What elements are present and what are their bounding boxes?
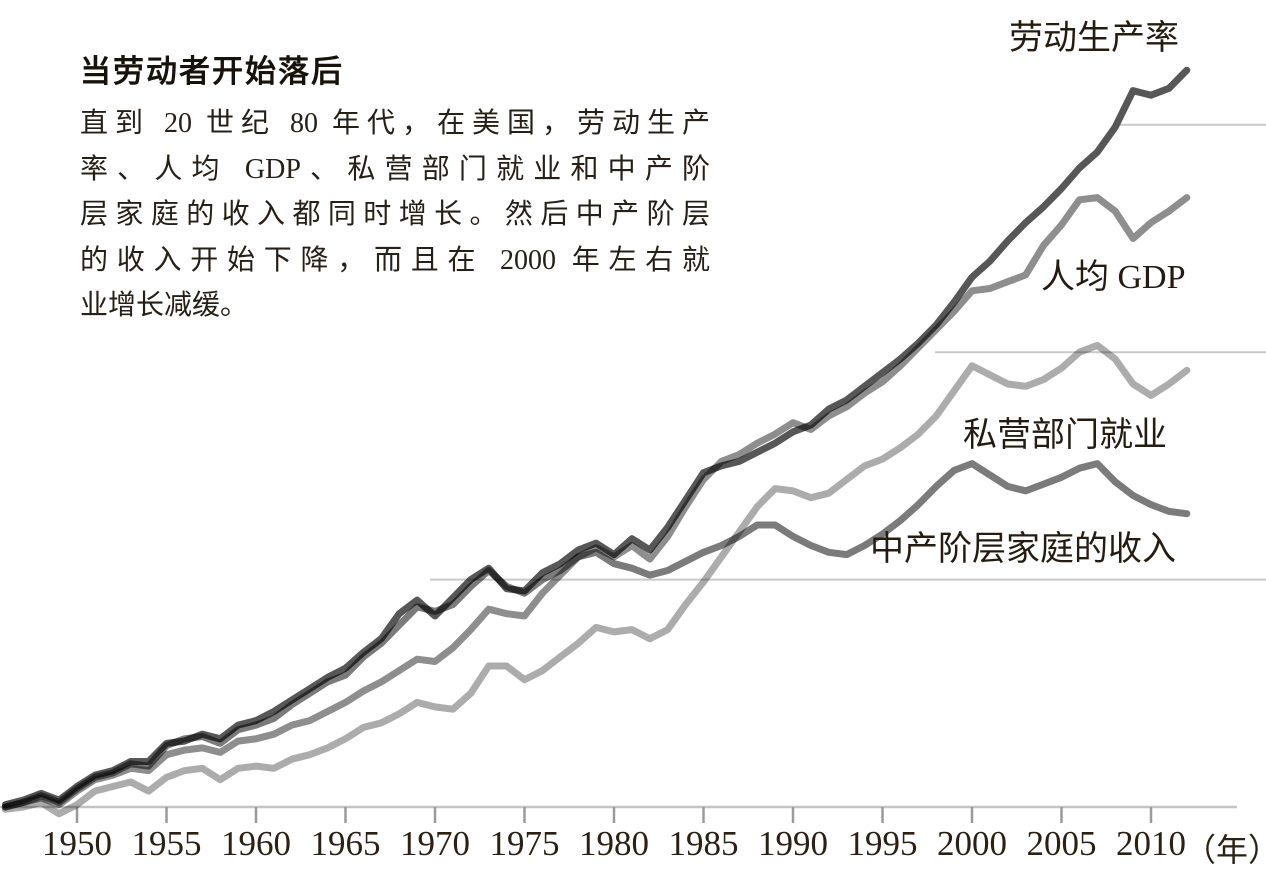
- x-tick-label: 2010: [1116, 824, 1186, 863]
- x-tick-label: 1980: [579, 824, 649, 863]
- description-line: 的收入开始下降，而且在 2000 年左右就: [80, 244, 710, 276]
- x-tick-label: 2000: [937, 824, 1007, 863]
- series-line-productivity: [1, 66, 1191, 809]
- series-line-private_employment: [1, 341, 1191, 818]
- series-line-gdp_per_capita: [1, 194, 1191, 811]
- x-tick-label: 1965: [310, 824, 381, 863]
- series-line-median_income: [1, 460, 1191, 811]
- x-tick-label: 1990: [758, 824, 828, 863]
- series-label-private-employment: 私营部门就业: [963, 417, 1167, 454]
- series-label-productivity: 劳动生产率: [1009, 20, 1179, 57]
- chart-description: 直到 20 世纪 80 年代，在美国，劳动生产 率、人均 GDP、私营部门就业和…: [80, 101, 710, 329]
- x-tick-label: 1950: [42, 824, 112, 863]
- x-tick-label: 1960: [221, 824, 291, 863]
- x-tick-label: 1985: [668, 824, 739, 863]
- x-axis-unit-label: （年）: [1184, 832, 1266, 868]
- description-line: 率、人均 GDP、私营部门就业和中产阶: [80, 153, 710, 185]
- series-label-gdp-per-capita: 人均 GDP: [1041, 259, 1186, 296]
- x-tick-label: 1955: [131, 824, 202, 863]
- description-line: 直到 20 世纪 80 年代，在美国，劳动生产: [80, 108, 710, 139]
- x-tick-label: 1970: [400, 824, 470, 863]
- series-label-median-income: 中产阶层家庭的收入: [870, 531, 1176, 568]
- description-line: 层家庭的收入都同时增长。然后中产阶层: [80, 199, 710, 230]
- x-tick-label: 1995: [847, 824, 918, 863]
- x-tick-label: 1975: [489, 824, 560, 863]
- x-tick-label: 2005: [1026, 824, 1097, 863]
- description-line: 业增长减缓。: [80, 290, 249, 321]
- chart-title: 当劳动者开始落后: [80, 54, 344, 90]
